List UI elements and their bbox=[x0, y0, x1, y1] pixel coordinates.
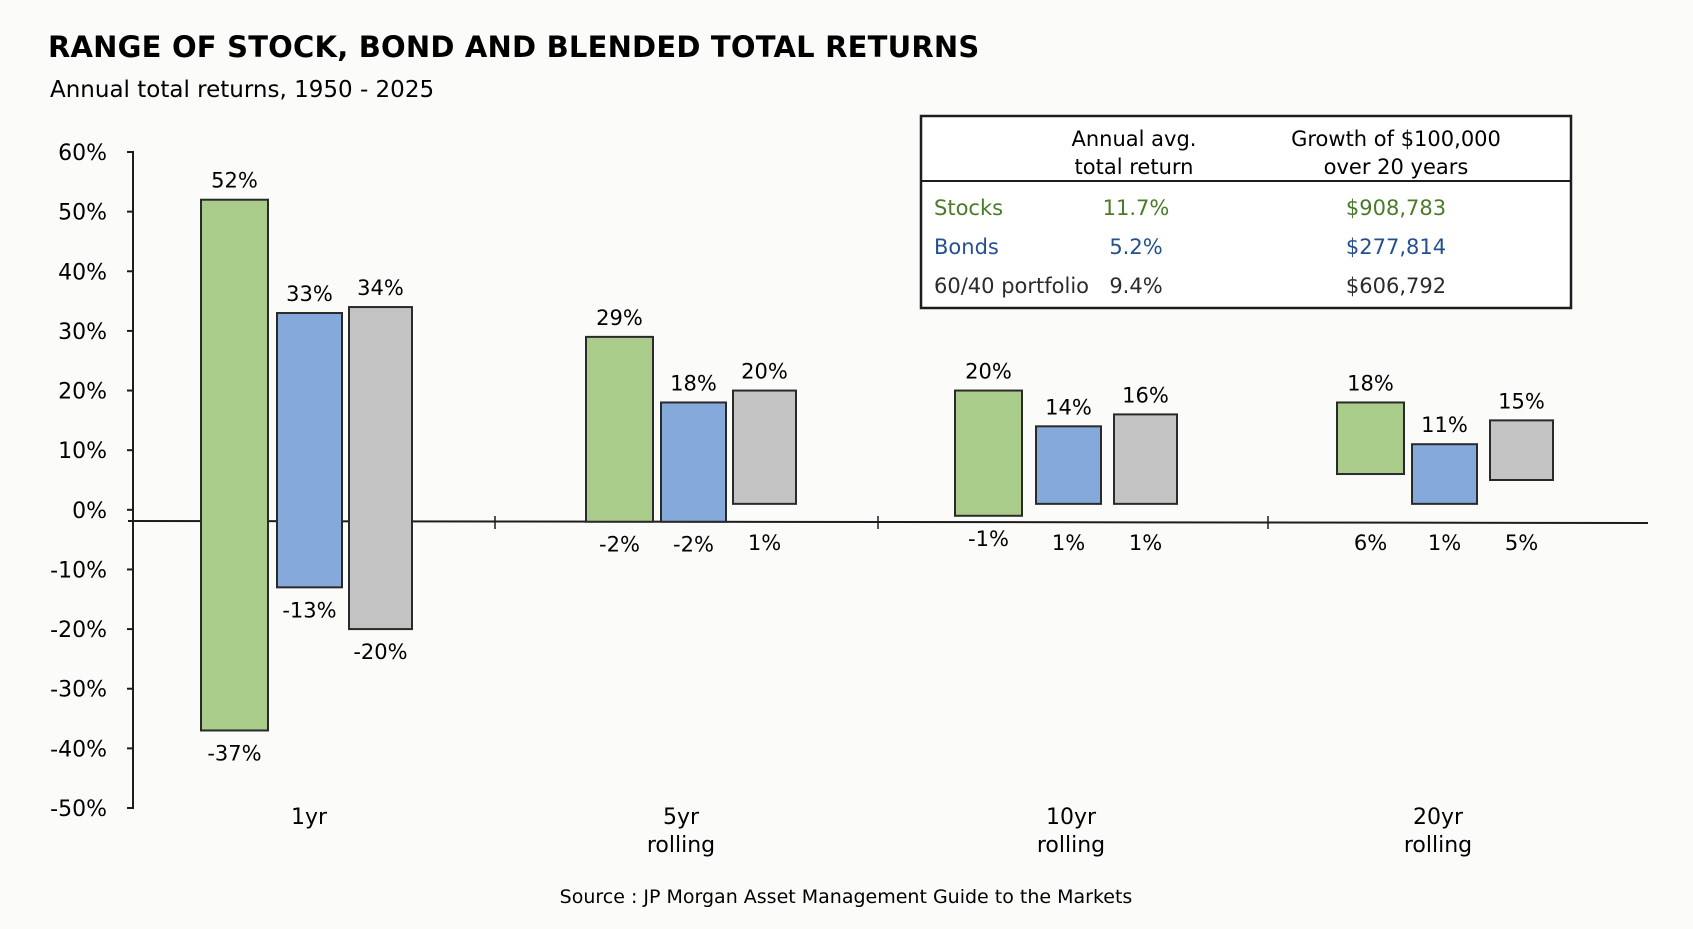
y-tick-label: 50% bbox=[58, 201, 107, 226]
bar-low-label: 1% bbox=[748, 531, 781, 555]
table-row-growth: $606,792 bbox=[1346, 274, 1446, 298]
table-header: total return bbox=[1075, 155, 1194, 179]
table-row-avg: 11.7% bbox=[1103, 196, 1170, 220]
y-tick-label: -20% bbox=[50, 618, 107, 643]
bar-low-label: -2% bbox=[599, 533, 640, 557]
y-tick-label: 30% bbox=[58, 320, 107, 345]
category-label: 20yr bbox=[1413, 805, 1464, 830]
source-note: Source : JP Morgan Asset Management Guid… bbox=[560, 886, 1133, 908]
bar-blend bbox=[1489, 419, 1554, 482]
y-tick-label: -40% bbox=[50, 737, 107, 762]
table-row-avg: 5.2% bbox=[1109, 235, 1162, 259]
category-labels: 1yr 5yr rolling 10yr rolling 20yr rolling bbox=[291, 805, 1472, 858]
category-label: 10yr bbox=[1046, 805, 1097, 830]
summary-table: Annual avg. total return Growth of $100,00… bbox=[919, 114, 1573, 310]
category-label: rolling bbox=[1037, 833, 1105, 858]
category-label: 1yr bbox=[291, 805, 328, 830]
bar-value-labels: 52% -37% 29% -2% 20% -1% 18% 6% 33% -13% 18% -2% 14%… bbox=[207, 169, 1544, 766]
table-row-avg: 9.4% bbox=[1109, 274, 1162, 298]
y-tick-label: 40% bbox=[58, 260, 107, 285]
bar-low-label: -37% bbox=[207, 741, 261, 765]
bar-blend bbox=[348, 306, 413, 631]
bar-bonds bbox=[1411, 443, 1478, 505]
bar-low-label: -1% bbox=[968, 527, 1009, 551]
bar-low-label: 5% bbox=[1505, 531, 1538, 555]
bar-stocks bbox=[1336, 401, 1405, 476]
y-tick-label: -10% bbox=[50, 558, 107, 583]
chart-subtitle: Annual total returns, 1950 - 2025 bbox=[50, 77, 434, 103]
bar-high-label: 15% bbox=[1498, 389, 1545, 413]
y-tick-label: 0% bbox=[72, 499, 107, 524]
chart-title: RANGE OF STOCK, BOND AND BLENDED TOTAL R… bbox=[48, 30, 979, 64]
category-label: rolling bbox=[647, 833, 715, 858]
category-label: 5yr bbox=[663, 805, 700, 830]
bar-low-label: 6% bbox=[1354, 531, 1387, 555]
bar-stocks bbox=[954, 389, 1023, 517]
bars bbox=[200, 198, 1554, 732]
bar-bonds bbox=[276, 312, 343, 589]
y-axis-ticks: 60% 50% 40% 30% 20% 10% 0% -10% -20% -30% -40% -50% bbox=[50, 141, 134, 822]
bar-high-label: 14% bbox=[1045, 395, 1092, 419]
bar-low-label: 1% bbox=[1052, 531, 1085, 555]
y-tick-label: 10% bbox=[58, 439, 107, 464]
bar-high-label: 52% bbox=[211, 169, 258, 193]
table-frame bbox=[919, 114, 1573, 310]
bar-high-label: 18% bbox=[670, 371, 717, 395]
table-header: Annual avg. bbox=[1072, 127, 1197, 151]
y-tick-label: 20% bbox=[58, 380, 107, 405]
bar-low-label: -2% bbox=[673, 533, 714, 557]
table-header: Growth of $100,000 bbox=[1291, 127, 1501, 151]
table-row-name: 60/40 portfolio bbox=[934, 274, 1089, 298]
bar-blend bbox=[1113, 413, 1178, 505]
bar-low-label: -13% bbox=[282, 598, 336, 622]
y-tick-label: -30% bbox=[50, 678, 107, 703]
bar-high-label: 11% bbox=[1421, 413, 1468, 437]
bar-bonds bbox=[660, 401, 727, 523]
y-tick-label: 60% bbox=[58, 141, 107, 166]
bar-high-label: 20% bbox=[741, 360, 788, 384]
table-header: over 20 years bbox=[1324, 155, 1469, 179]
bar-stocks bbox=[585, 335, 654, 523]
table-row-name: Stocks bbox=[934, 196, 1003, 220]
y-tick-label: -50% bbox=[50, 797, 107, 822]
bar-high-label: 18% bbox=[1347, 371, 1394, 395]
bar-high-label: 33% bbox=[286, 282, 333, 306]
bar-bonds bbox=[1035, 425, 1102, 505]
bar-high-label: 34% bbox=[357, 276, 404, 300]
bar-high-label: 20% bbox=[965, 360, 1012, 384]
bar-high-label: 29% bbox=[596, 306, 643, 330]
bar-low-label: 1% bbox=[1428, 531, 1461, 555]
table-row-name: Bonds bbox=[934, 235, 999, 259]
bar-blend bbox=[732, 389, 797, 505]
bar-stocks bbox=[200, 198, 269, 732]
category-label: rolling bbox=[1404, 833, 1472, 858]
table-row-growth: $277,814 bbox=[1346, 235, 1446, 259]
bar-high-label: 16% bbox=[1122, 383, 1169, 407]
bar-low-label: -20% bbox=[353, 640, 407, 664]
table-row-growth: $908,783 bbox=[1346, 196, 1446, 220]
bar-low-label: 1% bbox=[1129, 531, 1162, 555]
